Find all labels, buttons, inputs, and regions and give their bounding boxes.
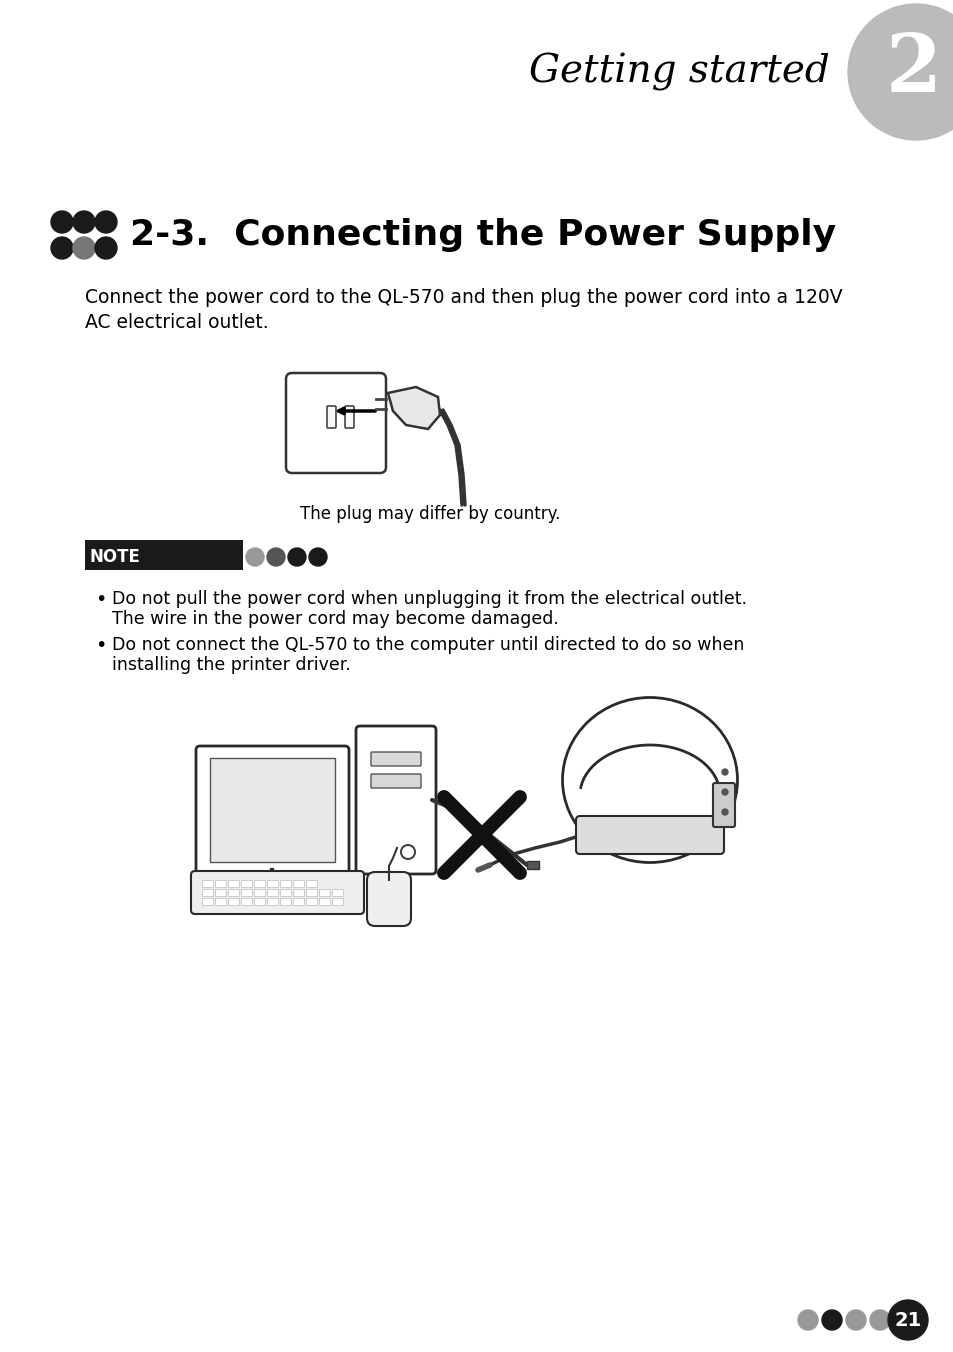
FancyBboxPatch shape (294, 880, 304, 887)
FancyBboxPatch shape (267, 899, 278, 906)
Circle shape (721, 769, 727, 775)
Text: Do not pull the power cord when unplugging it from the electrical outlet.: Do not pull the power cord when unpluggi… (112, 589, 746, 608)
FancyBboxPatch shape (286, 373, 386, 473)
FancyBboxPatch shape (215, 880, 226, 887)
Circle shape (797, 1310, 817, 1330)
Text: 2: 2 (885, 31, 941, 110)
FancyBboxPatch shape (355, 726, 436, 873)
Text: Connect the power cord to the QL-570 and then plug the power cord into a 120V: Connect the power cord to the QL-570 and… (85, 288, 841, 307)
FancyBboxPatch shape (215, 899, 226, 906)
FancyBboxPatch shape (526, 861, 538, 869)
FancyBboxPatch shape (241, 880, 253, 887)
Circle shape (267, 548, 285, 566)
FancyBboxPatch shape (195, 746, 349, 873)
FancyBboxPatch shape (345, 406, 354, 429)
Circle shape (288, 548, 306, 566)
FancyBboxPatch shape (241, 899, 253, 906)
Text: installing the printer driver.: installing the printer driver. (112, 656, 351, 675)
FancyBboxPatch shape (210, 758, 335, 863)
FancyBboxPatch shape (215, 890, 226, 896)
FancyBboxPatch shape (202, 899, 213, 906)
Text: The wire in the power cord may become damaged.: The wire in the power cord may become da… (112, 610, 558, 627)
FancyBboxPatch shape (267, 890, 278, 896)
Circle shape (95, 237, 117, 260)
Text: 2-3.  Connecting the Power Supply: 2-3. Connecting the Power Supply (130, 218, 835, 251)
Circle shape (95, 211, 117, 233)
FancyBboxPatch shape (254, 899, 265, 906)
FancyBboxPatch shape (319, 899, 330, 906)
FancyBboxPatch shape (306, 899, 317, 906)
FancyBboxPatch shape (319, 890, 330, 896)
FancyBboxPatch shape (191, 871, 364, 914)
FancyBboxPatch shape (280, 880, 292, 887)
FancyBboxPatch shape (85, 539, 243, 571)
Polygon shape (388, 387, 439, 429)
FancyBboxPatch shape (280, 890, 292, 896)
Circle shape (51, 237, 73, 260)
FancyBboxPatch shape (294, 890, 304, 896)
Circle shape (309, 548, 327, 566)
FancyBboxPatch shape (229, 890, 239, 896)
FancyBboxPatch shape (306, 890, 317, 896)
Circle shape (821, 1310, 841, 1330)
FancyBboxPatch shape (267, 880, 278, 887)
FancyBboxPatch shape (576, 817, 723, 854)
FancyBboxPatch shape (254, 890, 265, 896)
FancyBboxPatch shape (306, 880, 317, 887)
Text: •: • (95, 635, 107, 654)
Circle shape (73, 211, 95, 233)
FancyBboxPatch shape (254, 880, 265, 887)
Text: 21: 21 (893, 1310, 921, 1329)
FancyBboxPatch shape (712, 783, 734, 827)
FancyBboxPatch shape (294, 899, 304, 906)
FancyBboxPatch shape (371, 752, 420, 767)
Text: Do not connect the QL-570 to the computer until directed to do so when: Do not connect the QL-570 to the compute… (112, 635, 743, 654)
FancyBboxPatch shape (229, 899, 239, 906)
Text: •: • (95, 589, 107, 608)
Circle shape (51, 211, 73, 233)
Text: Getting started: Getting started (529, 53, 829, 91)
Ellipse shape (562, 698, 737, 863)
FancyBboxPatch shape (327, 406, 335, 429)
Circle shape (721, 790, 727, 795)
FancyBboxPatch shape (367, 872, 411, 926)
FancyBboxPatch shape (202, 880, 213, 887)
FancyBboxPatch shape (280, 899, 292, 906)
FancyBboxPatch shape (371, 773, 420, 788)
FancyBboxPatch shape (333, 890, 343, 896)
Circle shape (73, 237, 95, 260)
Circle shape (400, 845, 415, 859)
Circle shape (246, 548, 264, 566)
Text: NOTE: NOTE (90, 548, 141, 566)
Circle shape (845, 1310, 865, 1330)
FancyBboxPatch shape (202, 890, 213, 896)
FancyBboxPatch shape (241, 890, 253, 896)
Circle shape (847, 4, 953, 141)
Circle shape (887, 1301, 927, 1340)
Circle shape (721, 808, 727, 815)
FancyBboxPatch shape (229, 880, 239, 887)
Text: The plug may differ by country.: The plug may differ by country. (299, 506, 559, 523)
Circle shape (869, 1310, 889, 1330)
Text: AC electrical outlet.: AC electrical outlet. (85, 314, 269, 333)
FancyBboxPatch shape (333, 899, 343, 906)
